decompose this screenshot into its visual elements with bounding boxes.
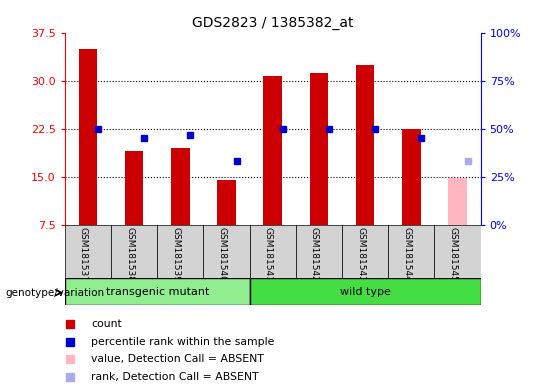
Bar xyxy=(204,225,249,278)
Bar xyxy=(388,225,434,278)
Bar xyxy=(171,148,190,225)
Text: GSM181544: GSM181544 xyxy=(402,227,411,282)
Bar xyxy=(157,225,204,278)
Text: rank, Detection Call = ABSENT: rank, Detection Call = ABSENT xyxy=(91,372,259,382)
Bar xyxy=(249,225,296,278)
Bar xyxy=(309,73,328,225)
Title: GDS2823 / 1385382_at: GDS2823 / 1385382_at xyxy=(192,16,354,30)
Bar xyxy=(65,278,249,305)
Text: GSM181538: GSM181538 xyxy=(125,227,134,282)
Bar xyxy=(125,151,143,225)
Bar xyxy=(217,180,236,225)
Text: genotype/variation: genotype/variation xyxy=(5,288,105,298)
Text: count: count xyxy=(91,319,122,329)
Bar xyxy=(342,225,388,278)
Text: GSM181545: GSM181545 xyxy=(449,227,457,282)
Text: GSM181537: GSM181537 xyxy=(79,227,88,282)
Text: GSM181541: GSM181541 xyxy=(264,227,273,282)
Text: GSM181542: GSM181542 xyxy=(310,227,319,282)
Bar xyxy=(79,49,97,225)
Text: value, Detection Call = ABSENT: value, Detection Call = ABSENT xyxy=(91,354,264,364)
Bar xyxy=(111,225,157,278)
Bar xyxy=(434,225,481,278)
Text: GSM181539: GSM181539 xyxy=(171,227,180,282)
Text: GSM181543: GSM181543 xyxy=(356,227,365,282)
Text: wild type: wild type xyxy=(340,287,390,297)
Text: percentile rank within the sample: percentile rank within the sample xyxy=(91,337,274,347)
Text: transgenic mutant: transgenic mutant xyxy=(105,287,209,297)
Bar xyxy=(402,129,421,225)
Bar xyxy=(296,225,342,278)
Bar xyxy=(249,278,481,305)
Text: GSM181540: GSM181540 xyxy=(218,227,226,282)
Bar xyxy=(448,178,467,225)
Bar xyxy=(264,76,282,225)
Bar xyxy=(65,225,111,278)
Bar xyxy=(356,65,374,225)
